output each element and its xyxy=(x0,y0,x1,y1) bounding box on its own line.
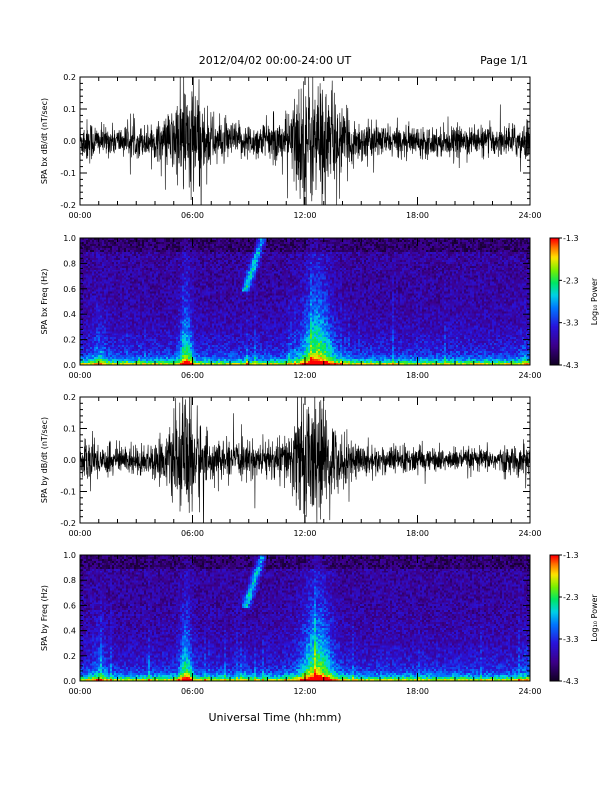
x-tick-label: 00:00 xyxy=(68,529,91,538)
line-panel-2: 00:00 06:00 12:00 18:00 24:00 0.2 0.1 0.0 -0.1 -0… xyxy=(40,393,542,538)
y-axis-title: SPA by dB/dt (nT/sec) xyxy=(40,417,49,503)
y-tick-label: 1.0 xyxy=(63,551,76,560)
colorbar-frame xyxy=(549,554,560,682)
colorbar-title: Log₁₀ Power xyxy=(590,277,599,325)
colorbar-tick-label: -2.3 xyxy=(563,593,579,602)
y-tick-label: 0.6 xyxy=(63,601,76,610)
x-tick-label: 06:00 xyxy=(181,211,204,220)
y-tick-label: 0.0 xyxy=(63,677,76,686)
y-tick-label: 0.8 xyxy=(63,576,76,585)
y-axis-title: SPA by Freq (Hz) xyxy=(40,585,49,651)
line-panel-0: 00:00 06:00 12:00 18:00 24:00 0.2 0.1 0.0 -0.1 -0… xyxy=(40,73,542,220)
x-tick-label: 06:00 xyxy=(181,687,204,696)
y-tick-label: 0.2 xyxy=(63,393,76,402)
y-axis-title: SPA bx dB/dt (nT/sec) xyxy=(40,98,49,184)
colorbar-tick-label: -4.3 xyxy=(563,677,579,686)
y-tick-label: 1.0 xyxy=(63,234,76,243)
x-tick-label: 12:00 xyxy=(293,211,316,220)
y-tick-label: 0.2 xyxy=(63,652,76,661)
colorbar-tick-label: -3.3 xyxy=(563,319,579,328)
page-indicator: Page 1/1 xyxy=(480,54,528,67)
x-tick-label: 18:00 xyxy=(406,687,429,696)
x-axis-title: Universal Time (hh:mm) xyxy=(209,711,342,724)
x-tick-label: 12:00 xyxy=(293,371,316,380)
date-range-title: 2012/04/02 00:00-24:00 UT xyxy=(199,54,352,67)
spectrogram-image xyxy=(80,555,530,681)
y-tick-label: 0.1 xyxy=(63,425,76,434)
colorbar-frame xyxy=(549,237,560,366)
series-line xyxy=(80,77,530,205)
colorbar-tick-label: -1.3 xyxy=(563,551,579,560)
x-tick-label: 18:00 xyxy=(406,529,429,538)
x-tick-label: 18:00 xyxy=(406,371,429,380)
colorbar-tick-label: -3.3 xyxy=(563,635,579,644)
y-tick-label: 0.2 xyxy=(63,73,76,82)
colorbar-title: Log₁₀ Power xyxy=(590,594,599,642)
x-tick-label: 18:00 xyxy=(406,211,429,220)
heatmap-panel-1: 00:00 06:00 12:00 18:00 24:00 1.0 0.8 0.6 0.4 0.2… xyxy=(40,234,599,380)
x-tick-label: 00:00 xyxy=(68,371,91,380)
x-tick-label: 12:00 xyxy=(293,529,316,538)
y-tick-label: 0.0 xyxy=(63,456,76,465)
colorbar-tick-label: -4.3 xyxy=(563,361,579,370)
x-tick-label: 06:00 xyxy=(181,371,204,380)
colorbar-tick-label: -1.3 xyxy=(563,234,579,243)
y-tick-label: 0.1 xyxy=(63,105,76,114)
spectrogram-image xyxy=(80,238,530,365)
colorbar xyxy=(550,238,559,365)
x-tick-label: 00:00 xyxy=(68,687,91,696)
y-tick-label: 0.4 xyxy=(63,310,76,319)
x-tick-label: 24:00 xyxy=(518,687,541,696)
y-tick-label: 0.2 xyxy=(63,336,76,345)
y-tick-label: 0.8 xyxy=(63,259,76,268)
heatmap-panel-3: 00:00 06:00 12:00 18:00 24:00 1.0 0.8 0.6 0.4 0.2… xyxy=(40,551,599,696)
colorbar-tick-label: -2.3 xyxy=(563,276,579,285)
colorbar xyxy=(550,555,559,681)
y-tick-label: 0.4 xyxy=(63,627,76,636)
y-axis-title: SPA bx Freq (Hz) xyxy=(40,269,49,335)
series-line xyxy=(80,397,530,523)
x-tick-label: 12:00 xyxy=(293,687,316,696)
y-tick-label: -0.1 xyxy=(60,488,76,497)
x-tick-label: 24:00 xyxy=(518,371,541,380)
x-tick-label: 24:00 xyxy=(518,529,541,538)
y-tick-label: 0.6 xyxy=(63,285,76,294)
x-tick-label: 00:00 xyxy=(68,211,91,220)
x-tick-label: 06:00 xyxy=(181,529,204,538)
y-tick-label: -0.2 xyxy=(60,519,76,528)
x-tick-label: 24:00 xyxy=(518,211,541,220)
y-tick-label: 0.0 xyxy=(63,361,76,370)
y-tick-label: -0.1 xyxy=(60,169,76,178)
y-tick-label: -0.2 xyxy=(60,201,76,210)
y-tick-label: 0.0 xyxy=(63,137,76,146)
